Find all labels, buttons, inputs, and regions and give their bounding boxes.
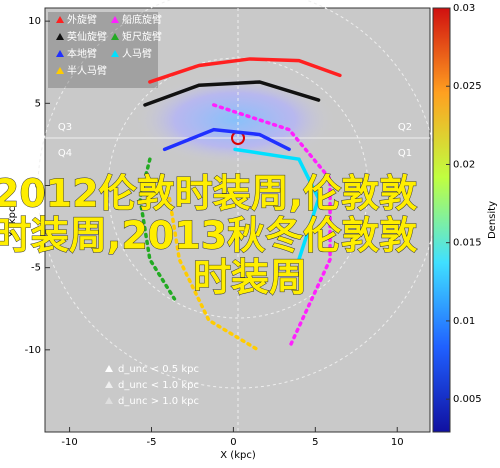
legend-box xyxy=(48,12,158,88)
legend-marker xyxy=(111,50,119,57)
arm-line xyxy=(233,147,321,262)
y-axis-label: Y (kpc) xyxy=(7,203,18,239)
legend-marker xyxy=(105,381,113,388)
colorbar xyxy=(432,7,451,433)
arm-line xyxy=(148,57,342,84)
legend-label: 本地臂 xyxy=(67,47,97,60)
colorbar-tick-label: 0.03 xyxy=(453,3,475,14)
quadrant-label: Q1 xyxy=(398,148,412,159)
arm-line xyxy=(143,80,321,107)
y-tick-label: 0 xyxy=(35,180,41,191)
legend-marker xyxy=(56,50,64,57)
quadrant-label: Q3 xyxy=(58,122,72,133)
colorbar-tick-label: 0.025 xyxy=(453,81,482,92)
x-tick-label: 10 xyxy=(391,437,404,448)
x-tick-label: 5 xyxy=(312,437,318,448)
x-axis-label: X (kpc) xyxy=(220,450,256,461)
colorbar-label: Density xyxy=(487,201,498,239)
overlay-text: 时装周 xyxy=(193,256,307,300)
overlay-text: 时装周,2013秋冬伦敦敦 xyxy=(0,214,417,258)
legend-marker xyxy=(56,67,64,74)
legend-label: 英仙旋臂 xyxy=(67,30,107,43)
legend-label: d_unc < 1.0 kpc xyxy=(118,380,199,391)
legend-label: 人马臂 xyxy=(122,47,152,60)
x-tick-label: -10 xyxy=(61,437,77,448)
arm-line xyxy=(167,196,260,352)
legend-label: d_unc < 0.5 kpc xyxy=(118,364,199,375)
arm-line xyxy=(138,157,177,301)
quadrant-label: Q4 xyxy=(58,148,72,159)
overlay-text: 2012伦敦时装周,伦敦敦 xyxy=(0,172,417,216)
legend-marker xyxy=(105,365,113,372)
arm-line xyxy=(162,127,291,152)
legend-label: 船底旋臂 xyxy=(122,13,162,26)
x-tick-label: -5 xyxy=(146,437,156,448)
quadrant-label: Q2 xyxy=(398,122,412,133)
y-tick-label: -5 xyxy=(31,263,41,274)
legend-marker xyxy=(111,16,119,23)
colorbar-tick-label: 0.015 xyxy=(453,238,482,249)
legend-label: 矩尺旋臂 xyxy=(122,30,162,43)
colorbar-tick-label: 0.01 xyxy=(453,316,475,327)
legend-marker xyxy=(56,16,64,23)
x-tick-label: 0 xyxy=(230,437,236,448)
legend-marker xyxy=(111,33,119,40)
colorbar-tick-label: 0.02 xyxy=(453,159,475,170)
legend-label: 外旋臂 xyxy=(67,13,97,26)
colorbar-tick-label: 0.005 xyxy=(453,394,482,405)
legend-label: 半人马臂 xyxy=(67,64,107,77)
arm-line xyxy=(211,103,332,350)
legend-marker xyxy=(105,397,113,404)
y-tick-label: 10 xyxy=(28,16,41,27)
y-tick-label: 5 xyxy=(35,98,41,109)
legend-label: d_unc > 1.0 kpc xyxy=(118,396,199,407)
y-tick-label: -10 xyxy=(25,345,41,356)
density-map xyxy=(135,75,335,165)
legend-marker xyxy=(56,33,64,40)
